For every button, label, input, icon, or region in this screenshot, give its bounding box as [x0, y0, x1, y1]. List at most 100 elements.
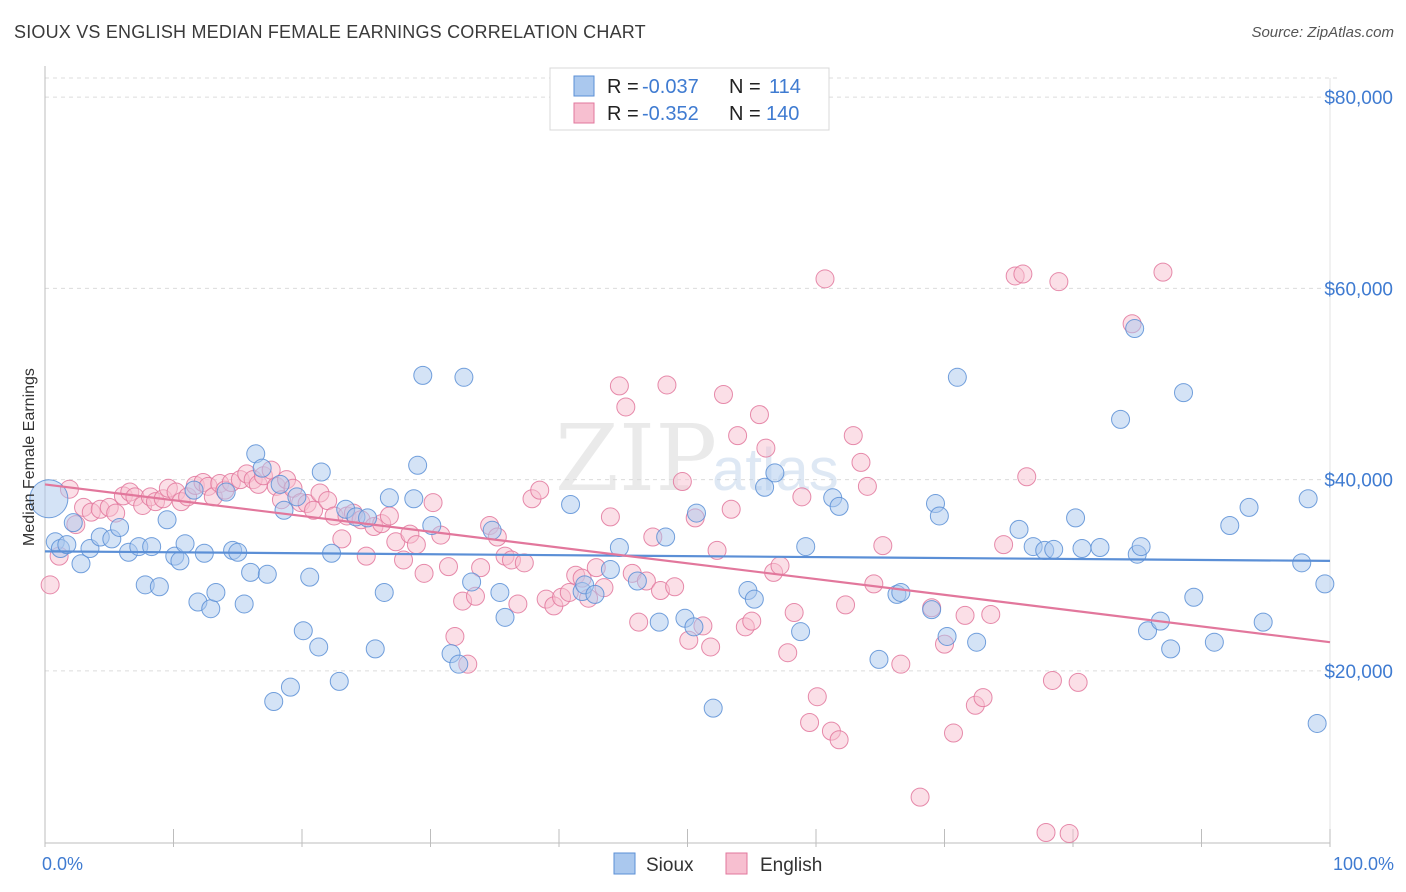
y-tick-label-2: $60,000	[1324, 279, 1393, 300]
data-points	[29, 262, 1335, 843]
point-english-137	[1068, 672, 1088, 692]
legend-n-label-sioux: N =	[729, 76, 761, 98]
axes	[44, 66, 1331, 847]
point-english-110	[807, 687, 827, 707]
point-english-52	[394, 550, 414, 570]
point-english-85	[629, 612, 649, 632]
point-english-114	[836, 595, 856, 615]
x-tick-label-1: 100.0%	[1333, 854, 1394, 874]
point-english-115	[843, 426, 863, 446]
point-sioux-75	[755, 477, 775, 497]
legend-bottom-swatch-sioux	[613, 852, 636, 875]
point-english-135	[1049, 272, 1069, 292]
point-sioux-103	[1161, 639, 1181, 659]
x-tick-label-0: 0.0%	[42, 854, 83, 874]
point-sioux-48	[379, 488, 399, 508]
point-sioux-112	[1307, 713, 1327, 733]
point-sioux-95	[1072, 538, 1092, 558]
point-sioux-100	[1131, 537, 1151, 557]
point-sioux-78	[796, 537, 816, 557]
point-english-59	[445, 626, 465, 646]
point-sioux-51	[413, 365, 433, 385]
point-sioux-109	[1253, 612, 1273, 632]
point-sioux-64	[600, 560, 620, 580]
point-english-109	[800, 713, 820, 733]
tick-labels: $20,000 $40,000 $60,000 $80,000 0.0% 100.0%	[42, 88, 1394, 874]
point-sioux-3	[57, 535, 77, 555]
y-tick-label-3: $80,000	[1324, 88, 1393, 109]
point-sioux-105	[1184, 587, 1204, 607]
point-english-39	[304, 500, 324, 520]
point-sioux-94	[1066, 508, 1086, 528]
point-english-101	[742, 611, 762, 631]
y-tick-label-1: $40,000	[1324, 471, 1393, 492]
trend-lines	[44, 483, 1331, 644]
point-sioux-104	[1174, 383, 1194, 403]
point-english-47	[356, 546, 376, 566]
point-sioux-96	[1090, 538, 1110, 558]
legend-r-value-english: -0.352	[642, 103, 699, 125]
point-sioux-32	[264, 691, 284, 711]
point-sioux-19	[184, 480, 204, 500]
point-sioux-22	[201, 599, 221, 619]
point-sioux-93	[1044, 539, 1064, 559]
legend-n-label-english: N =	[729, 103, 761, 125]
point-sioux-40	[311, 462, 331, 482]
point-sioux-23	[206, 582, 226, 602]
point-english-69	[514, 553, 534, 573]
point-sioux-58	[490, 582, 510, 602]
point-sioux-36	[287, 487, 307, 507]
point-sioux-52	[422, 516, 442, 536]
point-sioux-17	[170, 551, 190, 571]
point-english-113	[829, 730, 849, 750]
point-english-117	[857, 476, 877, 496]
point-sioux-63	[585, 584, 605, 604]
point-english-63	[471, 558, 491, 578]
point-english-124	[943, 723, 963, 743]
point-english-82	[609, 376, 629, 396]
point-sioux-28	[241, 562, 261, 582]
legend-bottom-label-sioux: Sioux	[646, 855, 694, 876]
point-english-111	[815, 269, 835, 289]
point-sioux-72	[703, 698, 723, 718]
point-sioux-5	[71, 554, 91, 574]
trend-line-sioux	[44, 550, 1331, 563]
point-sioux-87	[937, 626, 957, 646]
y-tick-label-0: $20,000	[1324, 662, 1393, 683]
point-sioux-108	[1239, 497, 1259, 517]
point-sioux-35	[280, 677, 300, 697]
point-sioux-67	[649, 612, 669, 632]
point-sioux-71	[686, 503, 706, 523]
point-sioux-86	[929, 506, 949, 526]
point-english-102	[749, 405, 769, 425]
point-english-56	[423, 493, 443, 513]
point-sioux-89	[967, 632, 987, 652]
point-english-95	[701, 637, 721, 657]
point-english-129	[994, 535, 1014, 555]
legend-bottom: Sioux English	[613, 852, 822, 876]
point-sioux-80	[829, 496, 849, 516]
point-english-103	[756, 438, 776, 458]
point-english-128	[981, 604, 1001, 624]
point-sioux-39	[309, 637, 329, 657]
point-english-68	[508, 594, 528, 614]
point-english-127	[973, 688, 993, 708]
point-sioux-4	[63, 513, 83, 533]
point-sioux-47	[374, 582, 394, 602]
point-english-121	[910, 787, 930, 807]
point-english-136	[1059, 823, 1079, 843]
point-sioux-15	[157, 510, 177, 530]
point-sioux-59	[495, 607, 515, 627]
point-sioux-66	[627, 571, 647, 591]
legend-n-value-sioux: 114	[769, 76, 801, 98]
point-sioux-30	[252, 458, 272, 478]
point-sioux-9	[110, 517, 130, 537]
point-english-107	[784, 603, 804, 623]
source-credit: Source: ZipAtlas.com	[1251, 24, 1394, 41]
watermark-zip: ZIP	[555, 405, 717, 512]
point-sioux-111	[1298, 489, 1318, 509]
point-sioux-98	[1125, 319, 1145, 339]
point-english-91	[672, 472, 692, 492]
point-english-131	[1013, 264, 1033, 284]
legend-r-label-english: R =	[607, 103, 639, 125]
